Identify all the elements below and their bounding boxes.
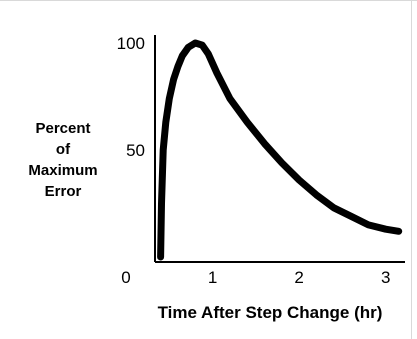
frame-top-border [0,0,417,1]
series-layer [157,39,403,261]
x-tick-label: 2 [294,268,303,287]
y-axis-label-line-1: Percent [35,120,90,137]
y-tick-labels: 50 100 [117,34,145,160]
y-tick-label: 50 [126,141,145,160]
y-axis-label-line-4: Error [45,183,82,200]
x-tick-labels: 0 1 2 3 [121,268,390,287]
x-axis-label: Time After Step Change (hr) [158,303,383,322]
x-tick-label: 1 [208,268,217,287]
y-axis-label-line-3: Maximum [28,162,97,179]
series-line [157,39,403,261]
y-tick-label: 100 [117,34,145,53]
frame-right-border [411,0,412,339]
x-tick-label: 0 [121,268,130,287]
y-axis-label-line-2: of [56,141,71,158]
x-tick-label: 3 [381,268,390,287]
